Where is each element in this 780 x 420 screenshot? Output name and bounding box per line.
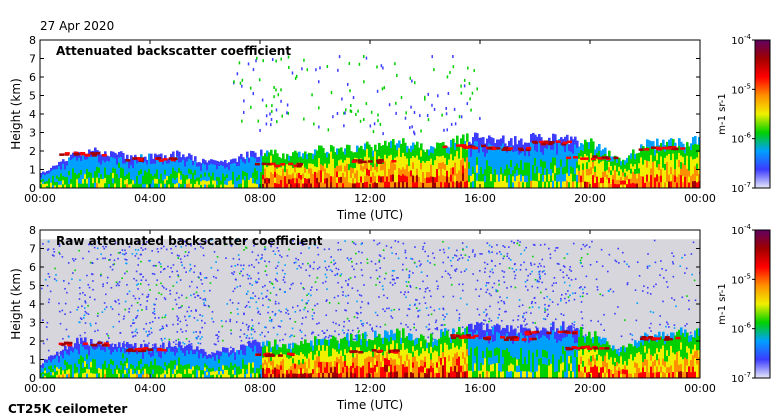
x-tick-label: 20:00 bbox=[574, 192, 606, 205]
y-tick-label: 5 bbox=[29, 280, 36, 293]
plot-area bbox=[40, 230, 700, 378]
x-tick-label: 04:00 bbox=[134, 192, 166, 205]
colorbar-tick-label: 10-7 bbox=[731, 181, 751, 195]
y-tick-label: 4 bbox=[29, 108, 36, 121]
colorbar-tick-label: 10-4 bbox=[731, 223, 751, 237]
y-tick-label: 3 bbox=[29, 127, 36, 140]
cloud-bases bbox=[59, 140, 686, 168]
y-tick-label: 2 bbox=[29, 145, 36, 158]
y-tick-label: 8 bbox=[29, 34, 36, 47]
colorbar-scale bbox=[754, 39, 771, 189]
y-tick-label: 7 bbox=[29, 53, 36, 66]
y-tick-label: 8 bbox=[29, 224, 36, 237]
colorbar-label: m-1 sr-1 bbox=[717, 283, 728, 325]
x-tick-label: 00:00 bbox=[24, 382, 56, 395]
y-tick-label: 6 bbox=[29, 71, 36, 84]
y-axis: 0 1 2 3 4 5 6 7 8 bbox=[29, 224, 700, 385]
x-axis: 00:00 04:00 08:00 12:00 16:00 20:00 00:00 bbox=[24, 40, 716, 205]
y-tick-label: 3 bbox=[29, 317, 36, 330]
y-tick-label: 5 bbox=[29, 90, 36, 103]
colorbar-tick-label: 10-6 bbox=[731, 322, 751, 336]
y-axis: 0 1 2 3 4 5 6 7 8 bbox=[29, 34, 700, 195]
colorbar-tick-label: 10-5 bbox=[731, 82, 751, 96]
x-tick-label: 16:00 bbox=[464, 192, 496, 205]
date-label: 27 Apr 2020 bbox=[40, 19, 115, 33]
y-axis-label: Height (km) bbox=[9, 78, 23, 149]
elevated-returns bbox=[232, 55, 481, 136]
y-tick-label: 4 bbox=[29, 298, 36, 311]
panel-title: Attenuated backscatter coefficient bbox=[56, 44, 291, 58]
x-axis-label: Time (UTC) bbox=[336, 398, 403, 412]
y-tick-label: 1 bbox=[29, 164, 36, 177]
x-axis: 00:00 04:00 08:00 12:00 16:00 20:00 00:00 bbox=[24, 230, 716, 395]
cloud-bases bbox=[58, 330, 681, 358]
plot-area bbox=[40, 40, 700, 188]
x-tick-label: 16:00 bbox=[464, 382, 496, 395]
y-tick-label: 6 bbox=[29, 261, 36, 274]
y-tick-label: 2 bbox=[29, 335, 36, 348]
x-tick-label: 12:00 bbox=[354, 192, 386, 205]
x-tick-label: 00:00 bbox=[684, 192, 716, 205]
y-axis-label: Height (km) bbox=[9, 268, 23, 339]
colorbar-label: m-1 sr-1 bbox=[717, 93, 728, 135]
colorbar: 10-7 10-6 10-5 10-4 m-1 sr-1 bbox=[717, 33, 771, 195]
colorbar-tick-label: 10-4 bbox=[731, 33, 751, 47]
x-tick-label: 20:00 bbox=[574, 382, 606, 395]
raw-backscatter-panel: Raw attenuated backscatter coefficient00… bbox=[9, 223, 771, 412]
colorbar-tick-label: 10-6 bbox=[731, 132, 751, 146]
colorbar: 10-7 10-6 10-5 10-4 m-1 sr-1 bbox=[717, 223, 771, 385]
colorbar-scale bbox=[754, 229, 771, 379]
colorbar-tick-label: 10-5 bbox=[731, 272, 751, 286]
y-tick-label: 7 bbox=[29, 243, 36, 256]
x-tick-label: 00:00 bbox=[684, 382, 716, 395]
y-tick-label: 1 bbox=[29, 354, 36, 367]
colorbar-tick-label: 10-7 bbox=[731, 371, 751, 385]
y-tick-label: 0 bbox=[29, 372, 36, 385]
y-tick-label: 0 bbox=[29, 182, 36, 195]
x-tick-label: 00:00 bbox=[24, 192, 56, 205]
x-axis-label: Time (UTC) bbox=[336, 208, 403, 222]
x-tick-label: 04:00 bbox=[134, 382, 166, 395]
instrument-label: CT25K ceilometer bbox=[8, 402, 128, 416]
x-tick-label: 12:00 bbox=[354, 382, 386, 395]
x-tick-label: 08:00 bbox=[244, 192, 276, 205]
x-tick-label: 08:00 bbox=[244, 382, 276, 395]
panel-title: Raw attenuated backscatter coefficient bbox=[56, 234, 323, 248]
